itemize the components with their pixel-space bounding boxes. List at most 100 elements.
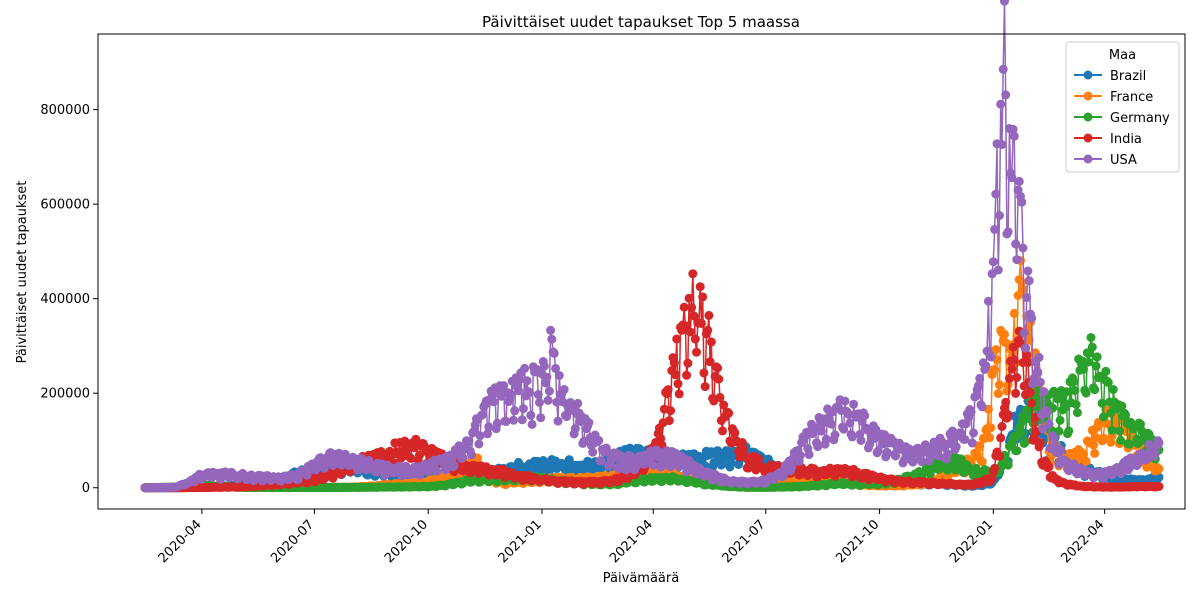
data-point <box>1013 291 1023 300</box>
data-point <box>718 458 727 468</box>
data-point <box>713 363 723 373</box>
data-point <box>1053 394 1063 404</box>
data-point <box>1008 342 1018 352</box>
data-point <box>1025 388 1035 397</box>
data-point <box>1090 448 1100 458</box>
data-point <box>856 436 866 445</box>
data-point <box>672 334 682 344</box>
data-point <box>726 458 736 468</box>
data-point <box>526 410 536 420</box>
data-point <box>328 461 338 470</box>
legend-item-germany: Germany <box>1074 111 1170 126</box>
data-point <box>688 269 698 279</box>
data-point <box>974 381 983 391</box>
data-point <box>1000 329 1009 339</box>
x-tick-label: 2022-01 <box>947 517 996 566</box>
data-point <box>1027 313 1037 323</box>
data-point <box>1035 377 1045 387</box>
data-point <box>684 293 694 303</box>
data-point <box>985 433 995 443</box>
data-point <box>682 370 692 380</box>
data-point <box>1039 387 1049 397</box>
data-point <box>1092 352 1102 362</box>
data-point <box>520 363 530 373</box>
data-point <box>934 451 944 461</box>
x-tick-label: 2021-01 <box>496 517 545 566</box>
data-point <box>354 465 364 475</box>
data-point <box>432 466 442 476</box>
data-point <box>988 257 998 267</box>
data-point <box>1049 433 1059 443</box>
data-point <box>1019 328 1029 338</box>
data-point <box>990 224 1000 234</box>
data-point <box>1117 401 1127 411</box>
data-point <box>1089 440 1098 450</box>
data-point <box>715 392 725 402</box>
data-point <box>1001 338 1011 348</box>
data-point <box>1056 445 1066 455</box>
data-point <box>1072 408 1082 418</box>
data-point <box>1061 387 1071 397</box>
data-point <box>718 426 727 436</box>
x-tick-label: 2020-10 <box>382 517 431 566</box>
y-axis-label: Päivittäiset uudet tapaukset <box>15 181 30 364</box>
data-point <box>951 442 961 452</box>
data-point <box>1069 377 1079 387</box>
data-point <box>685 327 695 337</box>
legend-label: USA <box>1110 153 1137 168</box>
plot-area <box>140 0 1164 493</box>
x-tick-label: 2021-04 <box>607 517 656 566</box>
data-point <box>966 407 976 417</box>
data-point <box>441 465 450 475</box>
data-point <box>1012 373 1022 382</box>
data-point <box>525 387 535 397</box>
data-point <box>998 64 1008 74</box>
data-point <box>987 474 997 484</box>
data-point <box>1115 426 1124 436</box>
data-point <box>839 424 849 434</box>
legend-swatch-marker <box>1083 133 1093 143</box>
x-tick-label: 2020-04 <box>156 517 205 566</box>
data-point <box>1007 173 1017 183</box>
data-point <box>690 334 700 344</box>
data-point <box>975 442 985 452</box>
data-point <box>1044 462 1054 472</box>
data-point <box>406 453 416 463</box>
data-point <box>1001 90 1011 100</box>
data-point <box>698 292 708 302</box>
data-point <box>986 352 996 362</box>
legend-label: Brazil <box>1110 69 1146 84</box>
data-point <box>1000 0 1009 6</box>
data-point <box>1086 333 1096 342</box>
data-point <box>739 444 748 454</box>
data-point <box>527 419 537 429</box>
data-point <box>689 311 699 321</box>
y-tick-label: 400000 <box>40 292 90 307</box>
data-point <box>714 374 724 384</box>
data-point <box>1087 342 1097 352</box>
legend: Maa Brazil France Germany India USA <box>1065 41 1180 173</box>
data-point <box>501 417 511 426</box>
data-point <box>804 450 814 460</box>
data-point <box>522 376 532 386</box>
data-point <box>860 411 870 421</box>
data-point <box>533 390 543 399</box>
data-point <box>596 456 606 466</box>
data-point <box>510 406 520 416</box>
x-tick-label: 2022-04 <box>1058 517 1107 566</box>
data-point <box>699 368 709 378</box>
data-point <box>551 363 561 373</box>
data-point <box>1008 124 1018 134</box>
data-point <box>826 419 836 429</box>
y-axis: 0 200000 400000 600000 800000 <box>40 103 98 496</box>
data-point <box>1101 366 1111 376</box>
data-point <box>996 433 1006 443</box>
data-point <box>1098 433 1108 443</box>
data-point <box>1003 410 1013 420</box>
data-point <box>1121 410 1131 420</box>
data-point <box>813 442 823 452</box>
data-point <box>1009 355 1019 365</box>
data-point <box>544 386 554 396</box>
data-point <box>995 211 1004 220</box>
